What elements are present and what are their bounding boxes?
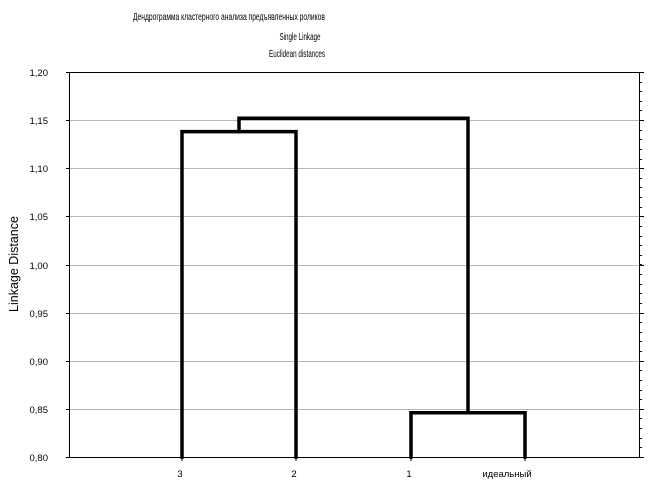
y-axis-ticks: 0,80 0,85 0,90 0,95 1,00 1,05 1,10 1,15 1,20	[30, 68, 644, 464]
y-tick-label: 0,80	[30, 453, 49, 464]
chart-title: Дендрограмма кластерного анализа предъяв…	[133, 12, 325, 23]
y-axis-label: Linkage Distance	[7, 216, 21, 312]
y-tick-label: 0,90	[30, 357, 49, 368]
chart-subtitle-linkage: Single Linkage	[280, 32, 321, 43]
dendrogram-link	[237, 116, 470, 415]
chart-subtitle-distance: Euclidean distances	[269, 49, 325, 60]
x-tick-label: 3	[177, 469, 182, 480]
dendrogram-links	[180, 116, 527, 459]
y-tick-label: 1,20	[30, 68, 49, 79]
dendrogram-link	[180, 129, 298, 459]
y-tick-label: 1,10	[30, 164, 49, 175]
y-tick-label: 1,15	[30, 116, 49, 127]
x-tick-label: 1	[406, 469, 411, 480]
y-tick-label: 1,05	[30, 212, 49, 223]
y-tick-label: 1,00	[30, 261, 49, 272]
x-tick-label: 2	[291, 469, 296, 480]
y-tick-label: 0,85	[30, 405, 49, 416]
gridlines	[70, 120, 640, 410]
y-tick-label: 0,95	[30, 309, 49, 320]
x-axis-ticks: 3 2 1 идеальный	[177, 457, 532, 480]
dendrogram-link	[409, 410, 527, 459]
x-tick-label: идеальный	[482, 469, 531, 480]
